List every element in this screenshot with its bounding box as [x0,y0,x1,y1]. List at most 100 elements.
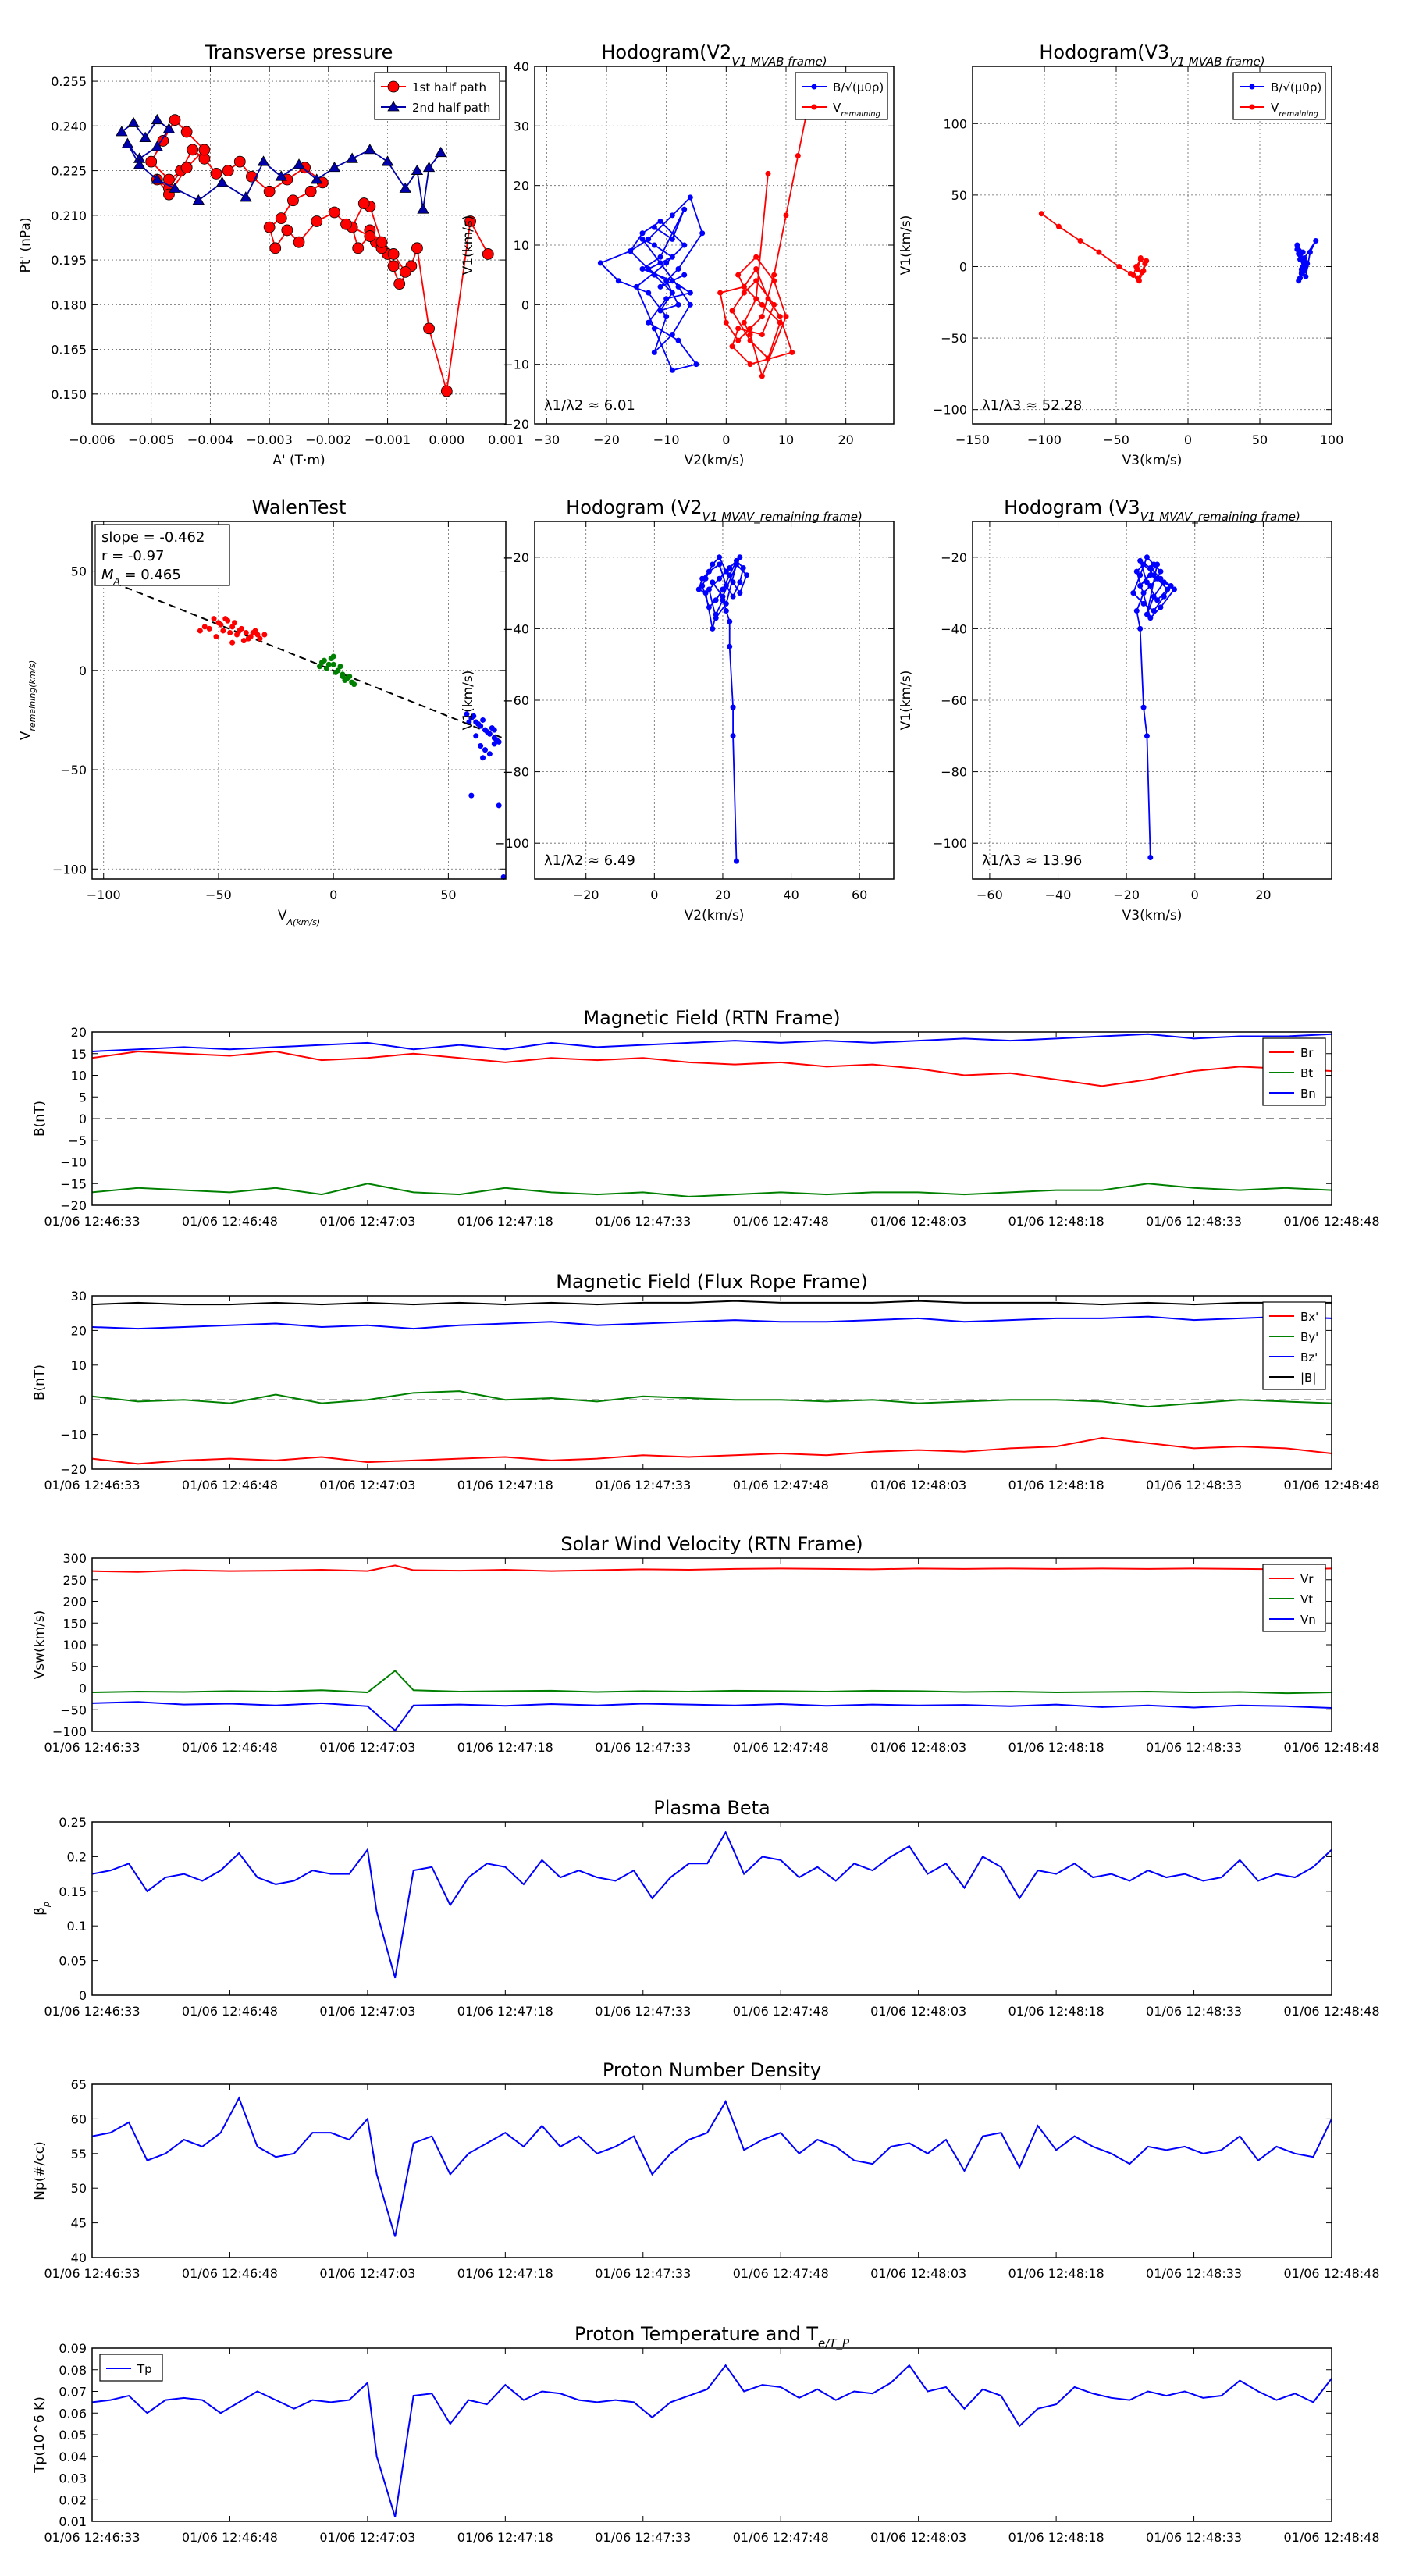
y-tick-label: 50 [951,188,967,203]
x-tick-label: 01/06 12:47:33 [595,2266,691,2281]
series-line [91,1183,1332,1197]
data-point [480,755,486,761]
data-point [1171,586,1177,592]
legend-marker [811,84,817,90]
y-tick-label: 0.255 [51,74,87,89]
x-tick-label: 0 [650,888,658,902]
data-point [720,586,726,592]
y-axis-label: V1(km/s) [898,215,914,276]
x-tick-label: −60 [976,888,1003,902]
x-axis-label: V3(km/s) [1122,908,1183,923]
stats-box [94,524,230,586]
x-tick-label: 01/06 12:47:48 [733,1740,829,1755]
data-point [1147,582,1154,589]
data-point [657,308,663,314]
data-point [795,153,801,158]
data-point [723,582,729,589]
data-point [695,586,702,592]
data-point [741,319,747,326]
data-point [1168,582,1174,589]
y-tick-label: 0 [79,1393,87,1407]
series-line [91,1701,1332,1732]
x-tick-label: 01/06 12:48:03 [870,1478,966,1493]
y-axis-label: Np(#/cc) [32,2141,48,2200]
data-point [1140,561,1147,568]
data-point [727,565,733,571]
plot-area [92,1822,1332,1995]
annotation-text: λ1/λ3 ≈ 52.28 [982,397,1082,414]
data-point [765,296,771,302]
data-point [706,568,712,575]
data-point [759,301,765,308]
chart-plasma-beta: 0 0.05 0.1 0.15 0.2 0.25 01/06 12:46:33 01/06 1… [32,1797,1380,2019]
legend-label: Tp [137,2362,152,2376]
x-tick-label: 20 [838,432,853,447]
plot-area [92,2084,1332,2258]
data-point [197,628,203,634]
x-tick-label: 0 [1184,432,1192,447]
data-point [491,741,497,747]
chart-proton-temperature: 0.01 0.02 0.03 0.04 0.05 0.06 0.07 0.08 0.09 01/0… [32,2323,1380,2545]
legend-label: |B| [1300,1371,1316,1385]
data-point [281,224,293,237]
data-point [723,568,729,575]
plot-frame [972,521,1332,880]
series-line [91,1300,1332,1306]
legend-marker [387,101,400,112]
data-point [730,593,736,600]
data-point [1300,263,1306,269]
data-point [1154,597,1161,603]
data-point [162,123,176,133]
series-vr [91,1564,1332,1573]
data-point [783,212,789,219]
series--b- [91,1300,1332,1306]
x-tick-label: 01/06 12:47:03 [319,1214,415,1229]
series-v-remaining [1038,211,1150,284]
data-point [468,792,475,799]
data-point [1096,249,1102,255]
annotation-text: λ1/λ3 ≈ 13.96 [982,852,1082,869]
data-point [364,230,376,242]
data-point [765,170,771,176]
legend-label: Bz' [1300,1350,1318,1364]
series-2nd-half-path [116,113,447,214]
x-tick-label: −0.004 [187,432,233,447]
x-tick-label: 01/06 12:47:33 [595,2530,691,2545]
x-tick-label: 01/06 12:46:33 [44,2530,140,2545]
data-point [417,203,429,214]
data-point [1298,269,1304,276]
data-point [1151,608,1157,614]
data-point [435,146,447,158]
data-point [198,144,211,156]
x-tick-label: 01/06 12:47:18 [457,1478,553,1493]
data-point [681,272,688,278]
y-tick-label: −80 [503,765,529,780]
data-point [675,266,681,272]
chart-transverse-pressure: 0.150 0.165 0.180 0.195 0.210 0.225 0.240 0.255… [18,41,524,468]
x-tick-label: 01/06 12:48:03 [870,1214,966,1229]
data-point [723,319,729,326]
data-point [737,554,743,560]
data-point [243,629,249,635]
data-point [733,561,739,568]
data-point [329,206,340,219]
x-tick-label: 01/06 12:48:33 [1146,2004,1242,2019]
data-point [222,165,234,176]
data-point [717,561,723,568]
data-point [333,669,339,675]
data-point [169,182,181,193]
legend-label: B/√(μ0ρ) [1271,80,1321,94]
y-tick-label: 50 [71,2181,87,2196]
chart-title: Hodogram(V2V1 MVAB frame) [601,41,827,69]
data-point [706,604,712,610]
x-tick-label: 01/06 12:48:18 [1008,2530,1104,2545]
y-tick-label: −100 [495,836,529,851]
data-point [293,236,305,248]
y-tick-label: 0.08 [59,2363,87,2378]
legend-label: Bt [1300,1066,1313,1080]
y-tick-label: 5 [79,1090,87,1105]
plot-frame [91,521,507,880]
y-axis-label: B(nT) [32,1101,48,1137]
x-tick-label: 01/06 12:48:33 [1146,1740,1242,1755]
data-point [1038,211,1044,217]
